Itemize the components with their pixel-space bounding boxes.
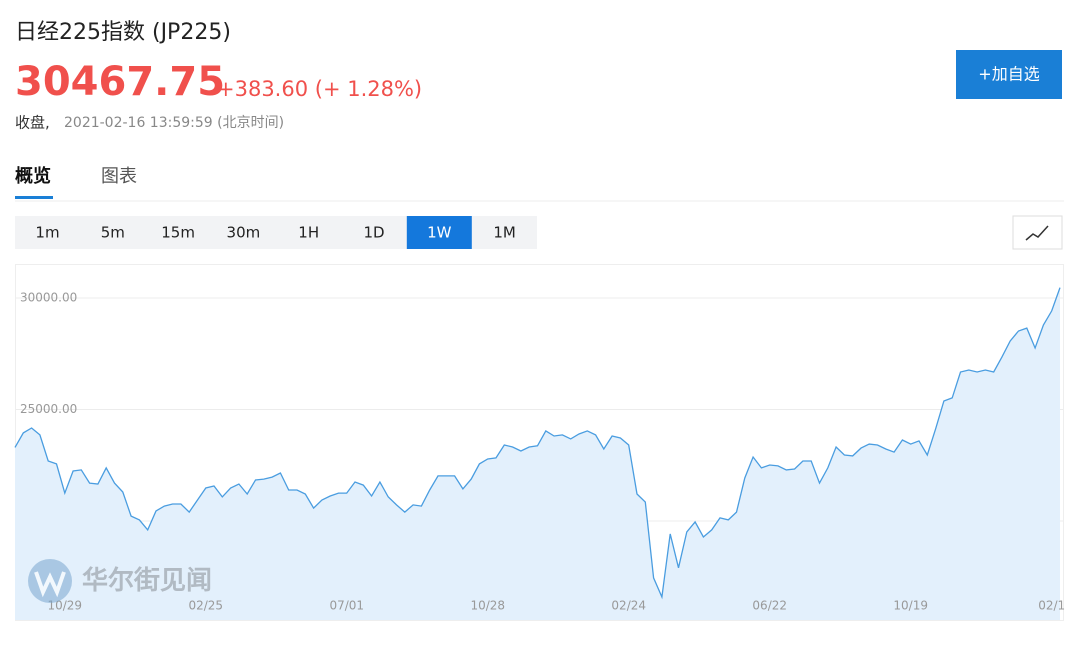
- tab[interactable]: 概览: [15, 165, 51, 187]
- x-tick-label: 10/28: [470, 599, 505, 613]
- tab[interactable]: 图表: [101, 166, 137, 187]
- chart-type-icon: [1025, 225, 1049, 241]
- title: 日经225指数 (JP225): [15, 20, 231, 45]
- period-button[interactable]: 15m: [161, 224, 195, 242]
- watermark-text: 华尔街见闻: [82, 565, 212, 596]
- period-button[interactable]: 1m: [35, 224, 59, 242]
- x-tick-label: 02/1: [1038, 599, 1065, 613]
- x-tick-label: 07/01: [329, 599, 364, 613]
- watermark-logo-mark: [34, 571, 66, 598]
- add-button[interactable]: [956, 50, 1062, 99]
- period-button[interactable]: 1W: [427, 224, 452, 242]
- period-button[interactable]: 1M: [493, 224, 516, 242]
- timestamp: 2021-02-16 13:59:59 (北京时间): [64, 115, 284, 131]
- y-tick-label: 30000.00: [20, 291, 77, 305]
- period-button[interactable]: 1H: [298, 224, 319, 242]
- tab-underline: [15, 196, 53, 199]
- status: 收盘,: [15, 114, 50, 132]
- price-line: [14, 287, 1061, 600]
- chart-type-button[interactable]: [1012, 215, 1063, 250]
- area-fill: [15, 287, 1060, 620]
- period-button[interactable]: 1D: [363, 224, 384, 242]
- period-button[interactable]: 30m: [227, 224, 261, 242]
- y-tick-label: 25000.00: [20, 402, 77, 416]
- x-tick-label: 02/24: [611, 599, 646, 613]
- watermark: 华尔街见闻: [28, 559, 212, 603]
- period-button[interactable]: 5m: [101, 224, 125, 242]
- plot: 20000.0025000.0030000.0010/2902/2507/011…: [14, 287, 1065, 620]
- x-tick-label: 02/25: [188, 599, 223, 613]
- add-button-label[interactable]: +加自选: [978, 65, 1039, 84]
- change: +383.60 (+ 1.28%): [217, 77, 422, 101]
- price: 30467.75: [15, 59, 225, 105]
- x-tick-label: 10/19: [893, 599, 928, 613]
- x-tick-label: 06/22: [752, 599, 787, 613]
- period-active[interactable]: [406, 216, 472, 249]
